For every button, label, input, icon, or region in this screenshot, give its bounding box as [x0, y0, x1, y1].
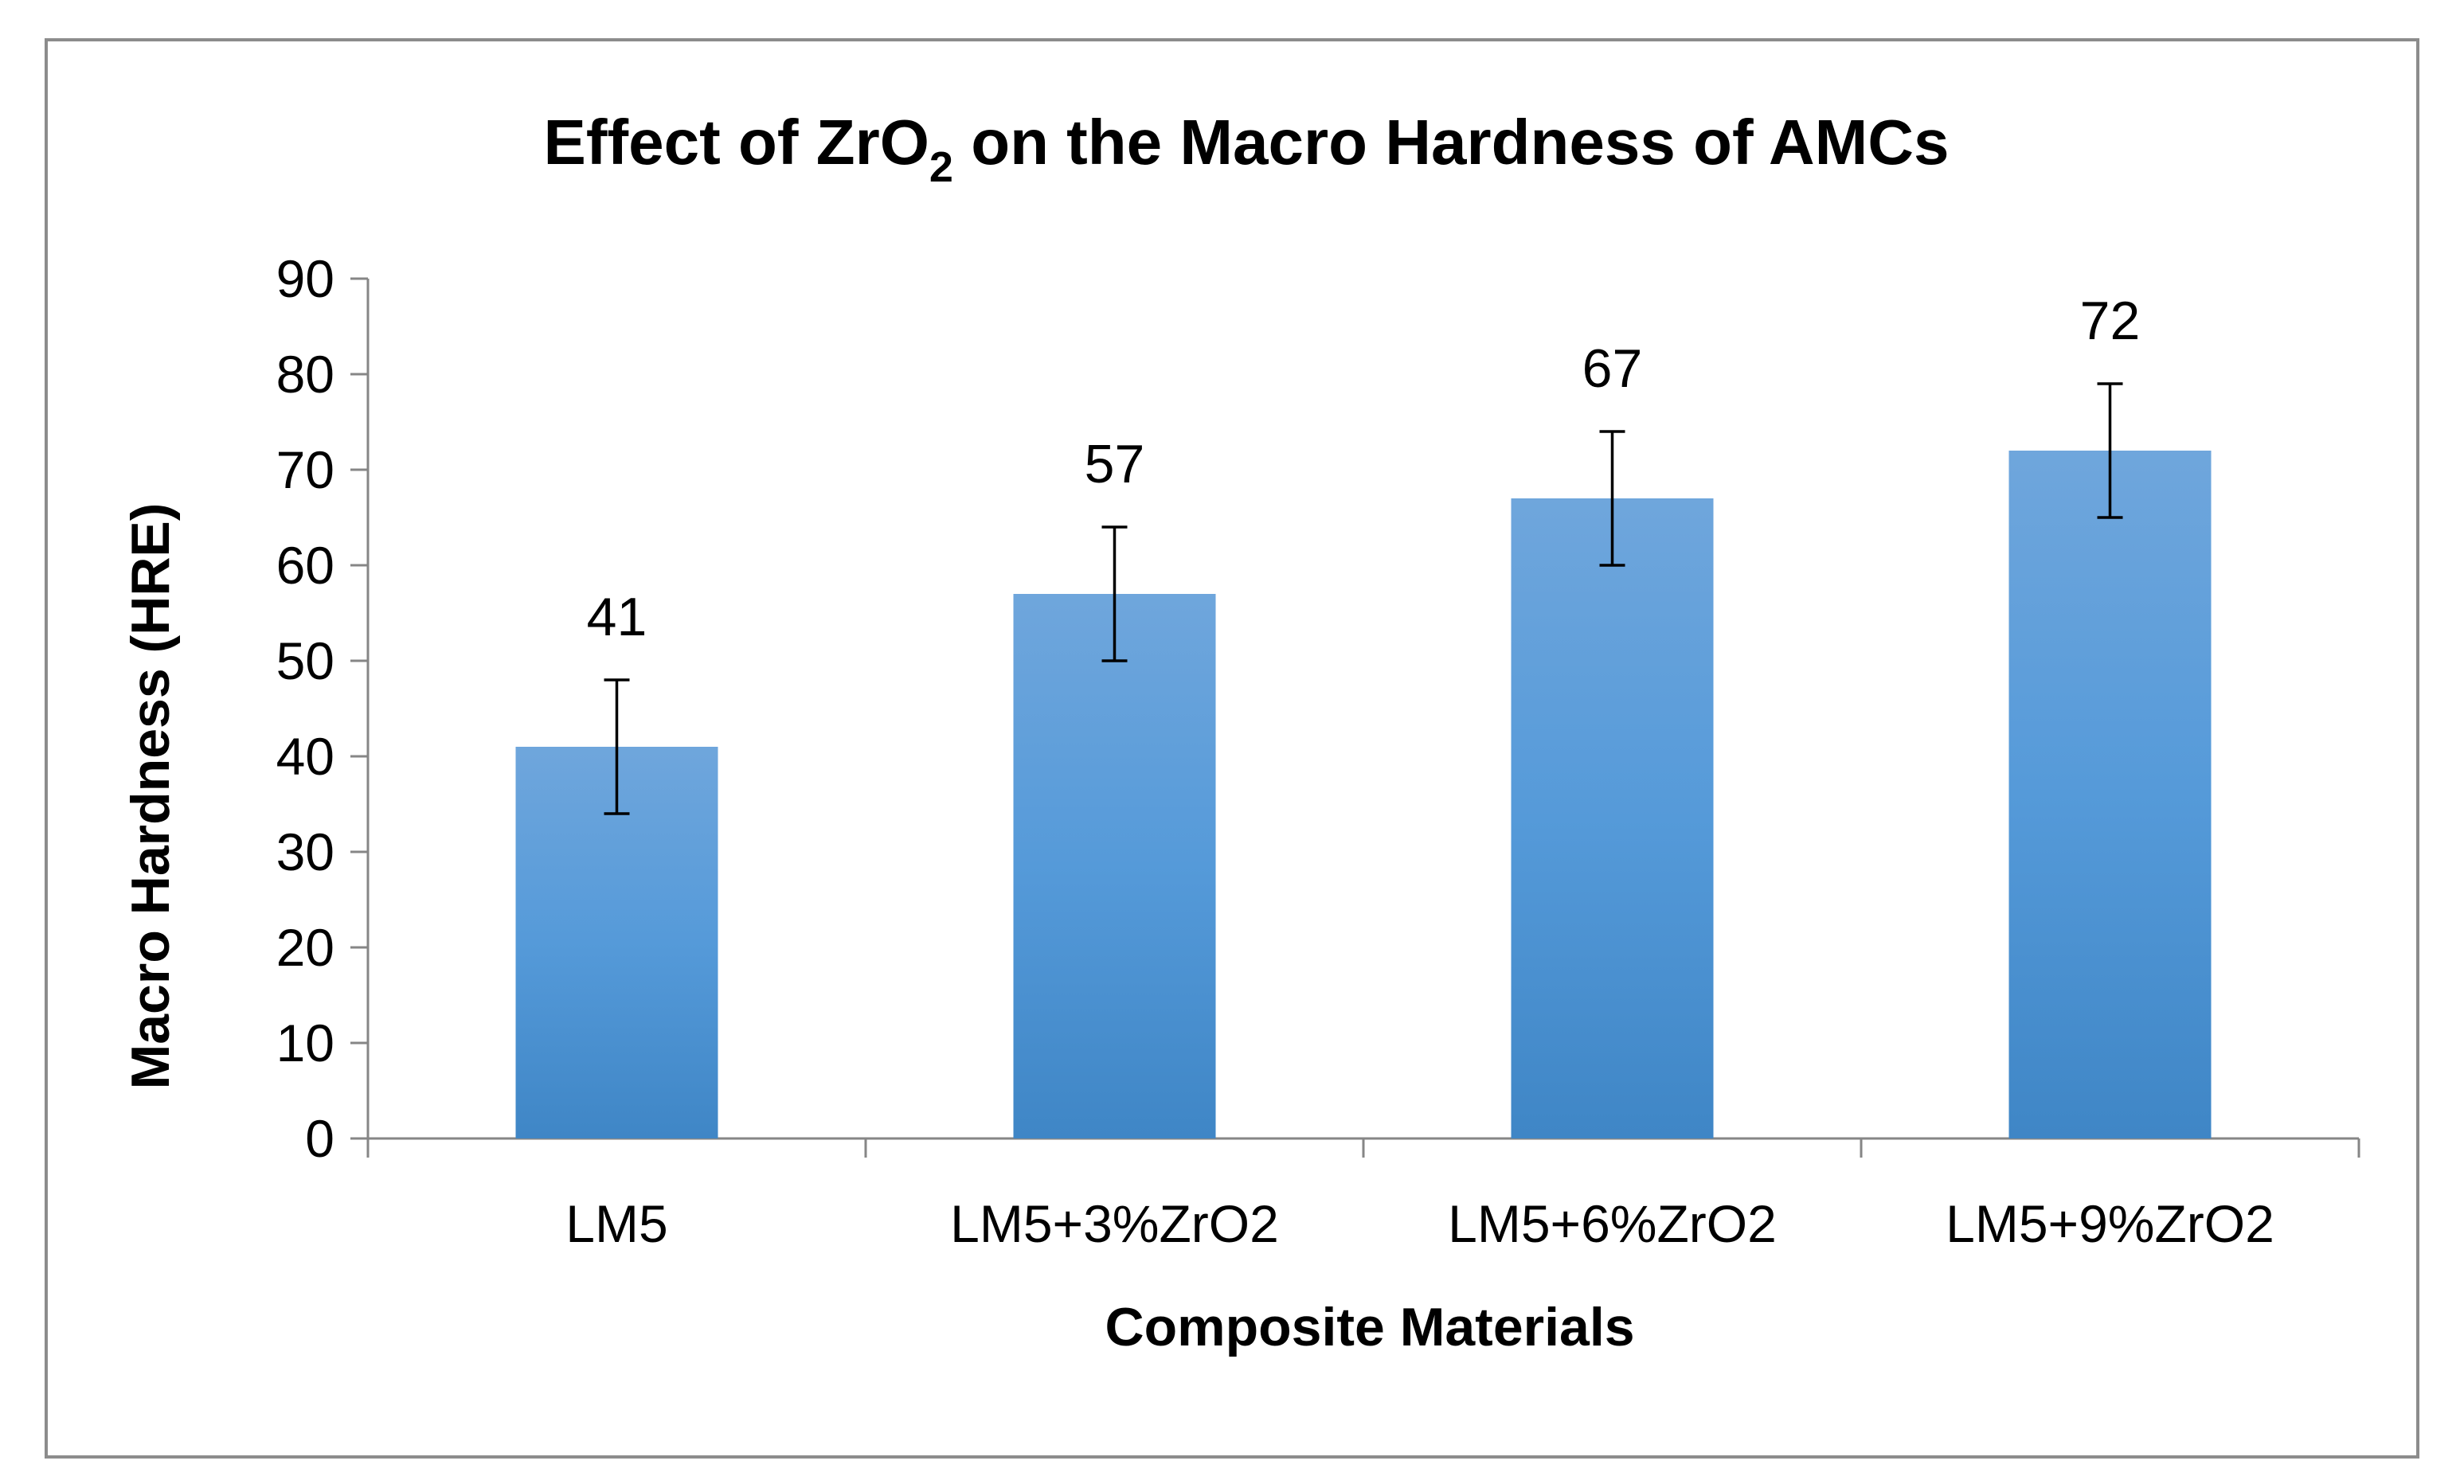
y-tick-label: 70	[276, 440, 334, 499]
bar	[1013, 594, 1216, 1138]
chart-title-rest: on the Macro Hardness of AMCs	[953, 107, 1950, 178]
data-label: 57	[1085, 434, 1145, 494]
y-tick-label: 90	[276, 249, 334, 308]
y-tick-label: 80	[276, 345, 334, 404]
y-tick-label: 50	[276, 631, 334, 690]
y-tick-label: 30	[276, 822, 334, 881]
x-tick-label: LM5	[565, 1194, 667, 1253]
y-tick-label: 40	[276, 727, 334, 786]
error-bars	[604, 382, 2123, 815]
data-labels: 41 57 67 72	[587, 291, 2141, 647]
bars	[515, 451, 2212, 1138]
y-tick-label: 0	[305, 1109, 334, 1168]
data-label: 67	[1582, 338, 1643, 399]
y-axis-title: Macro Hardness (HRE)	[120, 503, 181, 1090]
data-label: 72	[2080, 291, 2141, 351]
x-tick-label: LM5+3%ZrO2	[950, 1194, 1279, 1253]
data-label: 41	[587, 587, 647, 647]
bar	[2008, 451, 2212, 1138]
x-tick-label: LM5+9%ZrO2	[1946, 1194, 2274, 1253]
y-tick-label: 20	[276, 918, 334, 977]
bar	[1511, 498, 1714, 1138]
chart-title-main: Effect of ZrO	[543, 107, 929, 178]
chart-title-subscript: 2	[929, 143, 953, 191]
chart-title: Effect of ZrO2 on the Macro Hardness of …	[543, 107, 1949, 191]
y-tick-label: 60	[276, 536, 334, 595]
axes: 0 10 20 30 40 50 60 70 80 90 LM5 LM5+3%ZrO2 LM5+6%Zr…	[276, 249, 2360, 1253]
x-axis-title: Composite Materials	[1105, 1297, 1634, 1357]
y-tick-label: 10	[276, 1013, 334, 1072]
x-tick-label: LM5+6%ZrO2	[1448, 1194, 1777, 1253]
